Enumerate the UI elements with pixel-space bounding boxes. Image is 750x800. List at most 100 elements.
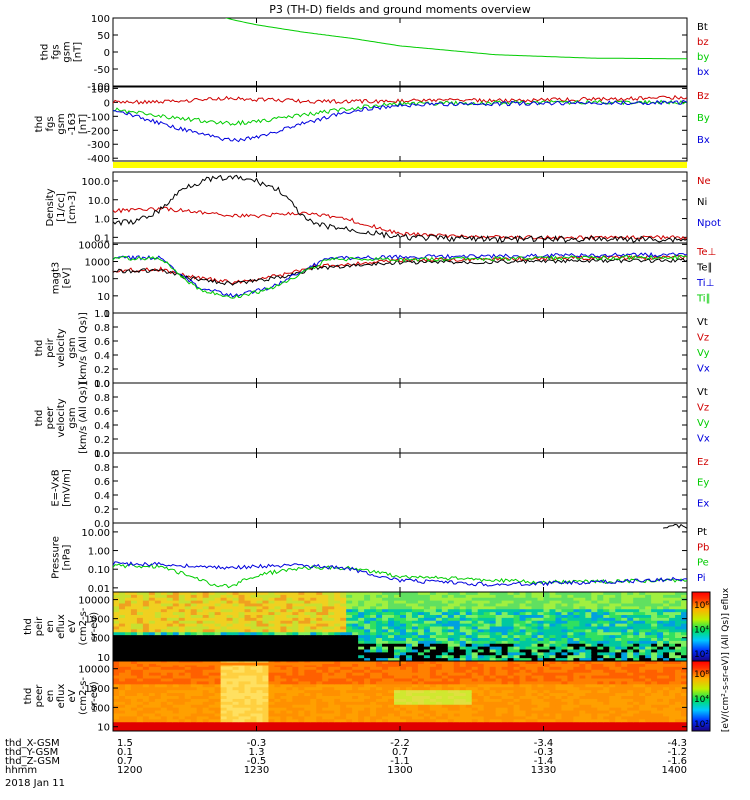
series-line-Ti∥ xyxy=(113,254,687,299)
panel-4: 10000 1000 100 10 1 magt3 [eV] Te⊥ Te∥ Ti⊥ Ti∥ xyxy=(51,240,717,320)
series-group xyxy=(113,94,687,143)
series-group xyxy=(113,523,687,589)
panel-ylabel-line: [km/s (All Qs)] xyxy=(78,312,89,384)
y-tick-label: 0.6 xyxy=(94,337,110,348)
y-tick-label: 0.8 xyxy=(94,393,110,404)
legend-entry: Ni xyxy=(697,197,707,208)
legend-entry: Te∥ xyxy=(696,263,713,274)
legend-entry: Pi xyxy=(697,573,706,584)
spectrogram-9 xyxy=(113,592,687,661)
panel-6: 1.0 0.8 0.6 0.4 0.2 0.0 thd peer velocity gsm [km/… xyxy=(34,379,710,460)
orbit-value: 1230 xyxy=(244,765,269,776)
colorbar-tick: 10⁶ xyxy=(694,601,709,611)
orbit-row-label: thd_Y-GSM xyxy=(5,747,58,758)
panel-ylabel-line: sr-eV) xyxy=(89,612,100,641)
orbit-value: 1.5 xyxy=(117,738,133,749)
y-tick-label: 0.01 xyxy=(88,584,110,595)
y-tick-label: 100 xyxy=(91,703,110,714)
panel-ylabel-line: velocity xyxy=(56,398,67,437)
colorbar xyxy=(691,660,711,732)
series-line-Bx xyxy=(113,99,687,143)
y-tick-label: 0.4 xyxy=(94,351,110,362)
colorbar-tick: 10⁴ xyxy=(694,626,709,636)
panel-ylabel-line: Density xyxy=(45,188,56,226)
legend-entry: Ez xyxy=(697,457,709,468)
legend-entry: Vx xyxy=(697,364,710,375)
panel-ylabel-line: (cm2-s- xyxy=(78,607,89,645)
panel-ylabel-line: -163 xyxy=(67,113,78,136)
y-tick-label: 100 xyxy=(91,275,110,286)
y-tick-label: 1000 xyxy=(85,684,110,695)
panel-ylabel-line: en xyxy=(45,690,56,703)
y-tick-label: -200 xyxy=(87,126,110,137)
y-tick-label: 50 xyxy=(97,31,110,42)
series-line-Ti⊥ xyxy=(113,252,687,298)
legend-entry: Bx xyxy=(697,135,710,146)
panel-ylabel-line: gsm xyxy=(67,337,78,358)
flag-bar xyxy=(113,162,687,168)
legend-entry: Ne xyxy=(697,176,711,187)
panel-ylabel-line: thd xyxy=(23,618,34,635)
legend-entry: Vt xyxy=(697,317,708,328)
y-tick-label: 0.2 xyxy=(94,435,110,446)
y-tick-label: 10.00 xyxy=(81,528,110,539)
legend-entry: Pt xyxy=(697,527,707,538)
orbit-value: 0.7 xyxy=(392,747,408,758)
legend-entry: by xyxy=(697,52,709,63)
panel-ylabel-line: eflux xyxy=(56,684,67,709)
panel-3: 100.0 10.0 1.0 0.1 Density [1/cc] [cm-3] Ne Ni Np… xyxy=(45,171,721,244)
orbit-footer: 2018 Jan 11 thd_X-GSM 1.5 -0.3 -2.2 -3.4 -4.3… xyxy=(5,738,687,789)
panel-ylabel-line: [cm-3] xyxy=(67,191,78,224)
legend-entry: Ex xyxy=(697,498,709,509)
panel-ylabel-line: [nT] xyxy=(78,114,89,134)
panel-ylabel-line: eflux xyxy=(56,614,67,639)
panel-ylabel-line: eV xyxy=(67,689,78,702)
legend-entry: Pb xyxy=(697,542,709,553)
panel-ylabel-line: [mV/m] xyxy=(62,469,73,507)
panel-ylabel-line: thd xyxy=(23,688,34,705)
series-group xyxy=(113,252,687,299)
y-tick-label: 1000 xyxy=(85,258,110,269)
y-tick-label: 10000 xyxy=(78,665,110,676)
y-tick-label: 10000 xyxy=(78,240,110,251)
date-label: 2018 Jan 11 xyxy=(5,778,65,789)
y-tick-label: 0.1 xyxy=(94,233,110,244)
y-tick-label: 0.0 xyxy=(94,379,110,390)
colorbar-group: 10⁶ 10⁴ 10² 10⁸ 10⁴ 10² [eV/(cm²-s-sr-eV)] (Al… xyxy=(691,587,731,732)
colorbar-tick: 10⁴ xyxy=(694,695,709,705)
orbit-value: 1400 xyxy=(662,765,687,776)
panel-ylabel-line: sr-eV) xyxy=(89,681,100,710)
y-tick-label: 0.6 xyxy=(94,477,110,488)
legend-entry: bx xyxy=(697,67,709,78)
y-tick-label: 0.10 xyxy=(88,565,110,576)
orbit-value: -1.4 xyxy=(534,756,554,767)
orbit-value: -1.1 xyxy=(390,756,410,767)
y-tick-label: 0.2 xyxy=(94,365,110,376)
y-tick-label: 0.8 xyxy=(94,463,110,474)
orbit-row-label: hhmm xyxy=(5,765,37,776)
legend-entry: Te⊥ xyxy=(696,247,716,258)
colorbar-tick: 10² xyxy=(694,650,709,660)
y-tick-label: 0.8 xyxy=(94,323,110,334)
y-tick-label: 1.0 xyxy=(94,449,110,460)
orbit-row-label: thd_X-GSM xyxy=(5,738,60,749)
panel-ylabel-line: [km/s (All Qs)] xyxy=(78,382,89,454)
panel-ylabel-line: (cm2-s- xyxy=(78,677,89,715)
series-line-Ni xyxy=(113,174,687,243)
orbit-value: 1330 xyxy=(531,765,556,776)
panel-ylabel-line: fgs xyxy=(51,44,62,59)
y-tick-label: 1.00 xyxy=(88,547,110,558)
y-tick-label: 0 xyxy=(104,48,110,59)
legend-entry: Bt xyxy=(697,22,708,33)
orbit-value: -0.3 xyxy=(534,747,554,758)
panel-ylabel-line: thd xyxy=(34,410,45,427)
legend-entry: Vx xyxy=(697,434,710,445)
panel-ylabel-line: peer xyxy=(45,406,56,430)
y-tick-label: 1000 xyxy=(85,615,110,626)
orbit-value: -4.3 xyxy=(667,738,687,749)
orbit-value: 0.7 xyxy=(117,756,133,767)
y-tick-label: 100 xyxy=(91,634,110,645)
panel-10: 10000 1000 100 10 thd peer en eflux eV (cm2-s-sr-… xyxy=(23,660,688,734)
y-tick-label: 0.0 xyxy=(94,449,110,460)
panel-ylabel-line: [eV] xyxy=(62,268,73,289)
